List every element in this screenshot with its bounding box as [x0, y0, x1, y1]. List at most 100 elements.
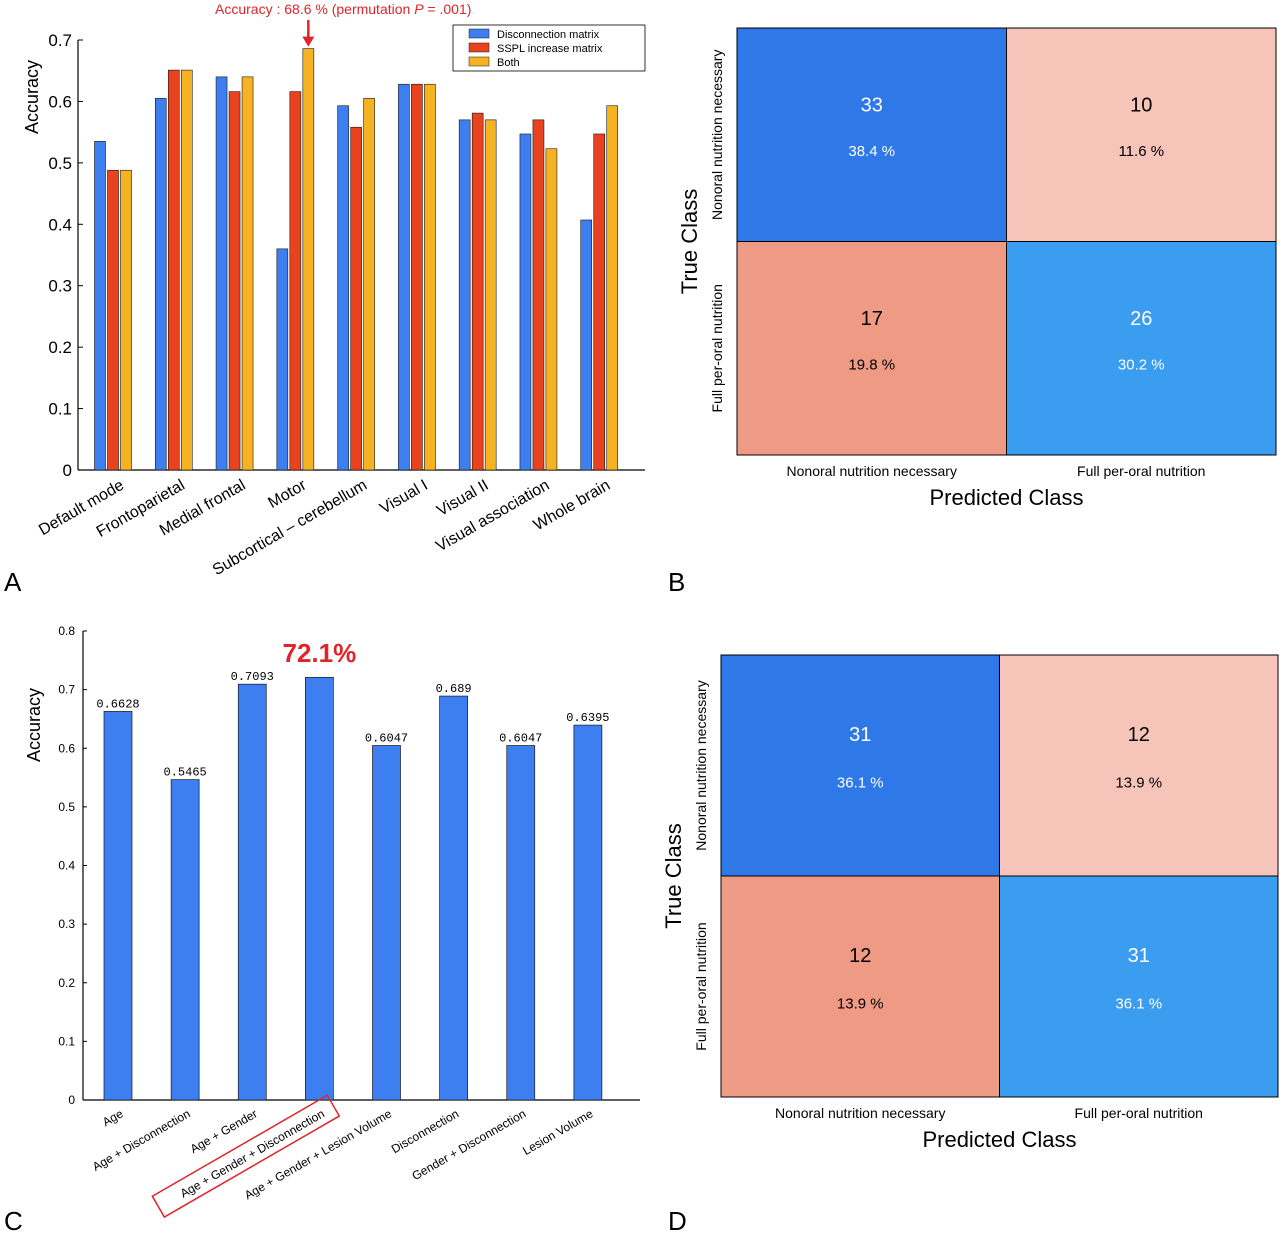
a-bar	[606, 105, 619, 471]
d-cell	[720, 654, 1000, 877]
b-x-axis-label: Predicted Class	[929, 485, 1083, 510]
a-y-tick-label: 0	[63, 461, 72, 480]
b-cell-count: 17	[861, 308, 883, 330]
a-legend-entry: Disconnection matrix	[497, 29, 600, 41]
c-y-tick-label: 0.1	[58, 1034, 75, 1048]
a-bar	[337, 105, 349, 471]
d-cell-count: 31	[1128, 945, 1150, 967]
c-bar	[237, 683, 267, 1101]
a-bar	[580, 219, 593, 471]
a-bar	[215, 76, 228, 471]
c-category-label: Gender + Disconnection	[409, 1106, 528, 1183]
a-bar	[398, 83, 410, 471]
c-category-label: Age	[100, 1106, 126, 1129]
panel-letter-c: C	[4, 1206, 23, 1236]
c-bar	[305, 676, 334, 1101]
b-cell-percent: 30.2 %	[1118, 357, 1165, 374]
c-bar	[439, 695, 468, 1101]
a-bar	[484, 119, 497, 471]
a-y-tick-label: 0.1	[48, 400, 72, 419]
d-cell-percent: 36.1 %	[837, 775, 884, 792]
c-bar-value-label: 0.6047	[499, 731, 542, 745]
d-cell	[720, 875, 1000, 1098]
c-category-label: Lesion Volume	[520, 1106, 595, 1158]
a-bar	[276, 248, 289, 471]
a-bar	[167, 69, 180, 471]
c-bar	[103, 711, 133, 1101]
b-cell-count: 33	[861, 94, 883, 116]
c-y-tick-label: 0.3	[58, 917, 75, 931]
a-bar	[180, 69, 193, 471]
c-bar-value-label: 0.7093	[231, 670, 274, 684]
a-category-label: Motor	[265, 476, 310, 512]
b-cell-percent: 19.8 %	[848, 357, 895, 374]
b-cell-count: 10	[1130, 94, 1152, 116]
c-y-tick-label: 0.6	[58, 741, 75, 755]
a-legend-entry: SSPL increase matrix	[497, 43, 603, 55]
c-bar	[506, 745, 536, 1101]
a-bar	[289, 91, 302, 471]
c-y-tick-label: 0.8	[58, 624, 75, 638]
c-bar	[573, 724, 603, 1101]
c-bar-value-label: 0.6628	[96, 697, 139, 711]
a-bar	[593, 133, 606, 471]
a-annotation-arrow-head	[302, 36, 315, 47]
d-cell	[999, 654, 1279, 877]
a-legend-swatch	[468, 56, 490, 67]
b-x-tick-label: Nonoral nutrition necessary	[787, 463, 957, 479]
b-y-tick-label: Full per-oral nutrition	[709, 284, 725, 412]
a-y-tick-label: 0.6	[48, 92, 72, 111]
a-bar	[519, 133, 532, 471]
c-highlight-label: 72.1%	[283, 638, 357, 668]
b-cell	[736, 27, 1007, 242]
c-bar-value-label: 0.689	[436, 682, 472, 696]
c-bar-value-label: 0.6047	[365, 731, 408, 745]
panel-letter-b: B	[668, 567, 685, 597]
b-cell	[1006, 241, 1277, 456]
c-y-tick-label: 0	[68, 1093, 75, 1107]
c-y-axis-label: Accuracy	[24, 688, 44, 762]
c-y-tick-label: 0.5	[58, 800, 75, 814]
a-bar	[107, 169, 119, 471]
d-x-tick-label: Full per-oral nutrition	[1075, 1105, 1203, 1121]
a-y-tick-label: 0.5	[48, 154, 72, 173]
b-cell-percent: 38.4 %	[848, 143, 895, 160]
d-y-tick-label: Full per-oral nutrition	[693, 922, 709, 1050]
b-x-tick-label: Full per-oral nutrition	[1077, 463, 1205, 479]
a-bar	[241, 76, 254, 471]
d-cell-count: 12	[1128, 724, 1150, 746]
b-cell-count: 26	[1130, 308, 1152, 330]
c-bar-value-label: 0.6395	[566, 711, 609, 725]
a-bar	[302, 48, 315, 471]
a-legend-swatch	[468, 42, 490, 53]
a-y-tick-label: 0.7	[48, 31, 72, 50]
a-bar	[458, 119, 471, 471]
a-legend-entry: Both	[497, 57, 520, 69]
a-bar	[94, 141, 106, 471]
c-y-tick-label: 0.4	[58, 859, 75, 873]
a-bar	[545, 148, 558, 471]
c-y-tick-label: 0.7	[58, 683, 75, 697]
a-bar	[532, 119, 545, 471]
b-cell	[736, 241, 1007, 456]
a-category-label: Visual I	[377, 477, 431, 518]
panel-letter-d: D	[668, 1206, 687, 1236]
b-y-tick-label: Nonoral nutrition necessary	[709, 50, 725, 220]
d-y-tick-label: Nonoral nutrition necessary	[693, 680, 709, 850]
d-cell-percent: 36.1 %	[1115, 996, 1162, 1013]
b-y-axis-label: True Class	[677, 189, 702, 295]
a-bar	[424, 83, 436, 471]
b-cell	[1006, 27, 1277, 242]
c-bar	[372, 745, 401, 1101]
a-annotation: Accuracy : 68.6 % (permutation P = .001)	[215, 1, 471, 17]
d-x-axis-label: Predicted Class	[922, 1127, 1076, 1152]
c-y-tick-label: 0.2	[58, 976, 75, 990]
d-cell	[999, 875, 1279, 1098]
a-bar	[363, 98, 375, 471]
d-cell-percent: 13.9 %	[1115, 775, 1162, 792]
b-cell-percent: 11.6 %	[1118, 143, 1164, 160]
a-bar	[154, 98, 167, 471]
a-legend-swatch	[468, 28, 490, 39]
a-bar	[471, 112, 484, 471]
